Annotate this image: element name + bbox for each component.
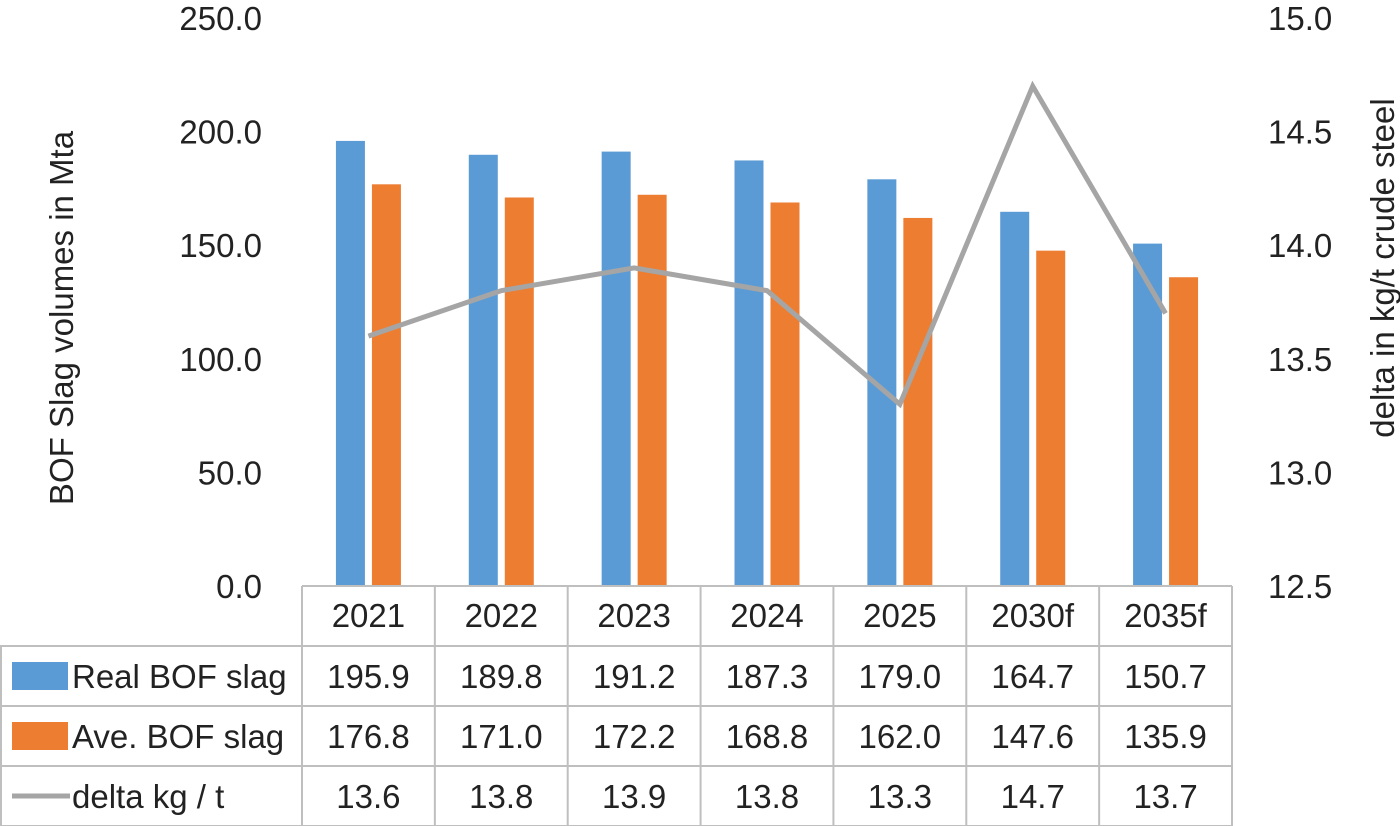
- category-label: 2021: [332, 597, 405, 634]
- bar-ave-2022: [504, 197, 534, 586]
- left-axis-tick-label: 200.0: [179, 114, 262, 151]
- bar-real-2035f: [1133, 243, 1163, 586]
- bar-real-2022: [468, 154, 498, 586]
- category-label: 2030f: [991, 597, 1074, 634]
- table-value: 164.7: [991, 658, 1074, 695]
- table-value: 150.7: [1124, 658, 1207, 695]
- legend-label: Real BOF slag: [72, 658, 287, 695]
- category-label: 2035f: [1124, 597, 1207, 634]
- bar-ave-2023: [637, 194, 667, 586]
- right-axis-tick-label: 13.5: [1268, 341, 1332, 378]
- legend-key-ave: [12, 722, 68, 750]
- left-axis-tick-label: 50.0: [198, 454, 262, 491]
- left-axis-tick-label: 150.0: [179, 227, 262, 264]
- line-series-delta: [367, 80, 1168, 409]
- right-axis-tick-label: 13.0: [1268, 454, 1332, 491]
- right-axis-title: delta in kg/t crude steel: [1364, 98, 1400, 437]
- legend-label: delta kg / t: [72, 778, 224, 815]
- category-label: 2023: [597, 597, 670, 634]
- table-value: 195.9: [327, 658, 410, 695]
- table-value: 179.0: [859, 658, 942, 695]
- table-value: 13.9: [602, 778, 666, 815]
- bar-ave-2024: [770, 202, 800, 587]
- table-value: 176.8: [327, 718, 410, 755]
- bar-ave-2021: [371, 184, 401, 586]
- table-value: 171.0: [460, 718, 543, 755]
- table-value: 187.3: [726, 658, 809, 695]
- right-axis-tick-label: 14.0: [1268, 227, 1332, 264]
- table-value: 191.2: [593, 658, 676, 695]
- bar-ave-2035f: [1169, 277, 1199, 586]
- table-value: 14.7: [1001, 778, 1065, 815]
- bar-real-2024: [734, 160, 764, 586]
- right-axis-tick-label: 15.0: [1268, 0, 1332, 37]
- table-value: 13.8: [469, 778, 533, 815]
- category-label: 2022: [465, 597, 538, 634]
- bar-real-2023: [601, 151, 631, 586]
- table-value: 13.6: [336, 778, 400, 815]
- bar-ave-2025: [903, 217, 933, 586]
- bar-ave-2030f: [1036, 250, 1066, 586]
- table-value: 147.6: [991, 718, 1074, 755]
- legend-key-real: [12, 662, 68, 690]
- legend-label: Ave. BOF slag: [72, 718, 284, 755]
- left-axis-tick-label: 0.0: [216, 568, 262, 605]
- category-label: 2025: [863, 597, 936, 634]
- category-label: 2024: [730, 597, 803, 634]
- table-value: 168.8: [726, 718, 809, 755]
- table-value: 13.8: [735, 778, 799, 815]
- right-axis-tick-label: 14.5: [1268, 114, 1332, 151]
- bar-real-2021: [335, 140, 365, 586]
- table-value: 13.3: [868, 778, 932, 815]
- table-value: 135.9: [1124, 718, 1207, 755]
- left-axis-title: BOF Slag volumes in Mta: [43, 130, 80, 505]
- left-axis-tick-label: 100.0: [179, 341, 262, 378]
- right-axis-tick-label: 12.5: [1268, 568, 1332, 605]
- table-value: 172.2: [593, 718, 676, 755]
- left-axis-tick-label: 250.0: [179, 0, 262, 37]
- bar-real-2030f: [1000, 211, 1030, 586]
- table-value: 162.0: [859, 718, 942, 755]
- table-value: 189.8: [460, 658, 543, 695]
- table-value: 13.7: [1133, 778, 1197, 815]
